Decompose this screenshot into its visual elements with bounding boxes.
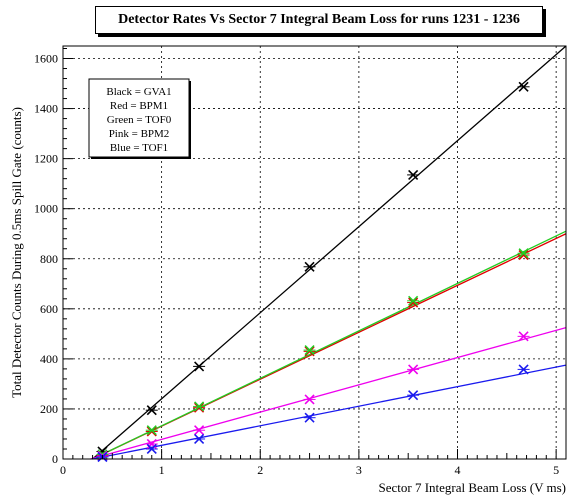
data-point [517,331,530,342]
y-tick-label: 200 [40,402,58,416]
legend-entry: Green = TOF0 [107,114,172,126]
data-point [303,346,316,357]
legend-entry: Blue = TOF1 [110,142,168,154]
axis-tick-labels: 0 1 2 3 4 5 0 200 400 600 800 1000 1200 1400 1600 [34,52,559,477]
data-point [303,412,316,423]
legend-box [88,78,190,158]
data-point [303,345,316,356]
fit-line-2 [92,230,567,460]
data-points [96,81,530,463]
legend-entry: Pink = BPM2 [109,128,170,140]
grid [63,46,566,459]
data-point [193,433,206,445]
data-point [193,425,206,436]
legend-entry: Red = BPM1 [110,100,168,112]
data-point [145,405,158,416]
x-axis-label: Sector 7 Integral Beam Loss (V ms) [379,480,567,495]
chart-title: Detector Rates Vs Sector 7 Integral Beam… [118,12,520,27]
data-point [517,364,530,375]
y-tick-label: 800 [40,252,58,266]
data-point [145,443,158,455]
fit-line-0 [92,45,567,460]
y-tick-label: 400 [40,352,58,366]
data-point [517,81,530,92]
fit-line-3 [90,326,567,460]
data-point [303,261,316,272]
data-point [303,394,316,405]
data-point [145,426,158,437]
data-point [193,401,206,412]
y-tick-label: 600 [40,302,58,316]
data-point [517,249,530,261]
y-tick-label: 1000 [34,202,58,216]
x-tick-label: 2 [257,463,263,477]
x-tick-label: 5 [553,463,559,477]
legend-entry: Black = GVA1 [106,86,171,98]
x-tick-label: 4 [455,463,461,477]
data-point [407,295,420,306]
y-tick-label: 1600 [34,52,58,66]
data-point [193,402,206,413]
y-axis-label: Total Detector Counts During 0.5ms Spill… [9,107,24,398]
legend: Black = GVA1 Red = BPM1 Green = TOF0 Pink =… [88,78,191,159]
data-point [407,364,420,375]
data-point [145,425,158,436]
data-point [407,390,420,401]
fit-line-4 [92,364,567,460]
x-tick-label: 1 [159,463,165,477]
y-tick-label: 1200 [34,152,58,166]
plot-frame [62,45,567,460]
x-tick-label: 0 [60,463,66,477]
data-point [407,297,420,308]
axis-ticks [62,48,557,460]
data-point [517,248,530,259]
x-tick-label: 3 [356,463,362,477]
fit-lines [90,45,567,460]
chart-title-box: Detector Rates Vs Sector 7 Integral Beam… [95,6,543,34]
data-point [193,361,206,372]
data-point [407,169,420,180]
y-tick-label: 1400 [34,102,58,116]
y-tick-label: 0 [52,452,58,466]
